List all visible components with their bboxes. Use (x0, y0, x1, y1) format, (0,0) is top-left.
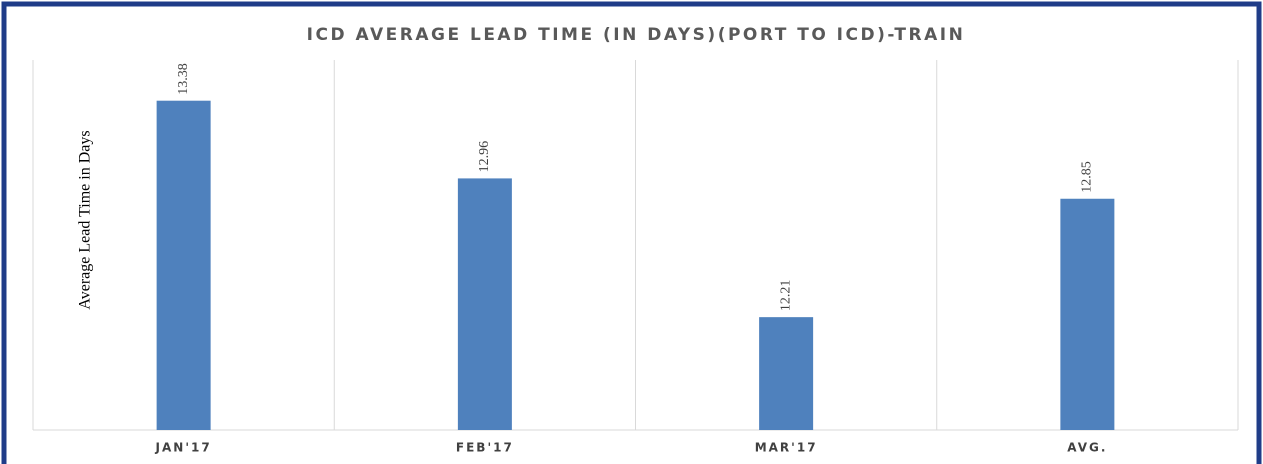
data-label: 13.38 (176, 63, 191, 95)
bar (1060, 198, 1115, 430)
x-tick-label: JAN'17 (155, 441, 212, 455)
chart-title: ICD AVERAGE LEAD TIME (IN DAYS)(PORT TO … (307, 25, 966, 45)
x-tick-label: AVG. (1067, 441, 1107, 455)
data-label: 12.21 (778, 280, 793, 312)
bar (759, 317, 814, 430)
x-tick-label: MAR'17 (755, 441, 818, 455)
data-label: 12.85 (1080, 161, 1095, 193)
y-axis-label: Average Lead Time in Days (77, 130, 94, 309)
bar (156, 100, 211, 430)
bar (457, 178, 512, 430)
data-label: 12.96 (477, 141, 492, 173)
x-tick-label: FEB'17 (456, 441, 514, 455)
